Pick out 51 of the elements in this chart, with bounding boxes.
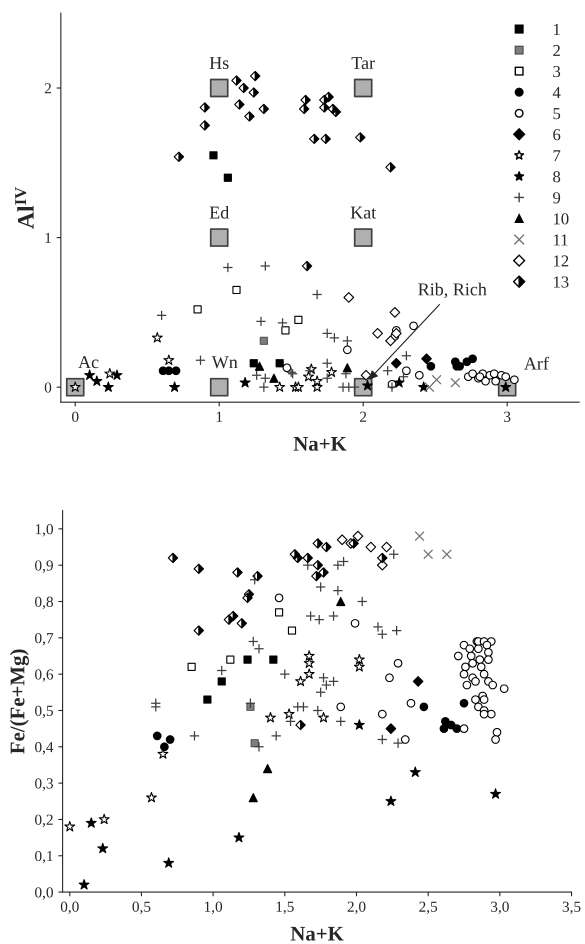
annotation: Kat — [350, 206, 376, 219]
y-tick-label: 1 — [46, 232, 51, 243]
legend-label: 1 — [554, 24, 560, 35]
y-axis-title: Fe/(Fe+Mg) — [10, 650, 29, 754]
y-tick-label: 0,0 — [35, 887, 53, 900]
annotation: Ed — [210, 206, 230, 219]
legend-label: 4 — [552, 87, 561, 98]
x-tick-label: 3,5 — [562, 902, 580, 914]
x-tick-label: 0,0 — [60, 902, 79, 914]
x-tick-label: 0,5 — [132, 902, 150, 914]
annotation: Arf — [524, 356, 549, 370]
y-tick-label: 0,4 — [35, 742, 54, 754]
y-tick-label: 0,6 — [35, 669, 54, 682]
annotation: Wn — [212, 356, 238, 368]
y-tick-label: 0 — [44, 382, 52, 393]
legend-label: 8 — [553, 171, 560, 182]
x-tick-label: 0 — [72, 412, 78, 422]
x-tick-label: 1 — [216, 412, 222, 422]
y-tick-label: 1,0 — [36, 524, 53, 537]
annotation: Hs — [210, 57, 229, 70]
legend-label: 5 — [553, 108, 560, 120]
x-tick-label: 2 — [360, 412, 366, 422]
x-tick-label: 1,5 — [276, 902, 294, 914]
x-axis-title: Na+K — [290, 926, 344, 941]
legend-label: 13 — [554, 276, 568, 288]
y-tick-label: 2 — [44, 83, 51, 94]
legend-label: 12 — [554, 255, 568, 266]
legend-label: 11 — [554, 234, 568, 246]
annotation: Tar — [352, 57, 375, 70]
y-tick-label: 0,8 — [35, 596, 53, 610]
y-tick-label: 0,9 — [35, 560, 53, 573]
y-axis-title: Al$^{IV}$ — [15, 187, 34, 229]
x-axis-title: Na+K — [294, 436, 347, 451]
annotation: Ac — [78, 356, 99, 368]
x-tick-label: 2,5 — [419, 902, 438, 914]
legend-label: 7 — [554, 150, 560, 162]
y-tick-label: 0,2 — [35, 814, 53, 828]
legend-label: 10 — [554, 213, 569, 224]
legend-label: 9 — [553, 192, 560, 204]
annotation: Rib, Rich — [418, 282, 487, 298]
legend-label: 3 — [553, 66, 560, 78]
y-tick-label: 0,5 — [35, 706, 53, 718]
x-tick-label: 3,0 — [491, 902, 509, 914]
y-tick-label: 0,7 — [35, 632, 54, 646]
x-tick-label: 3 — [504, 412, 510, 422]
legend-label: 2 — [553, 44, 560, 56]
legend-label: 6 — [553, 129, 560, 140]
x-tick-label: 1,0 — [204, 902, 222, 914]
x-tick-label: 2,0 — [348, 902, 366, 914]
y-tick-label: 0,3 — [35, 778, 53, 791]
y-tick-label: 0,1 — [35, 850, 53, 864]
